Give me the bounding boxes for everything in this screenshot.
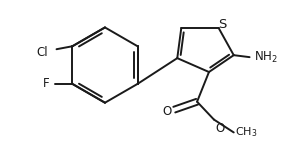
Text: CH$_3$: CH$_3$	[235, 126, 257, 139]
Text: O: O	[162, 105, 171, 118]
Text: O: O	[215, 122, 224, 135]
Text: S: S	[218, 18, 226, 31]
Text: Cl: Cl	[36, 46, 48, 59]
Text: F: F	[43, 77, 50, 90]
Text: NH$_2$: NH$_2$	[254, 50, 277, 65]
